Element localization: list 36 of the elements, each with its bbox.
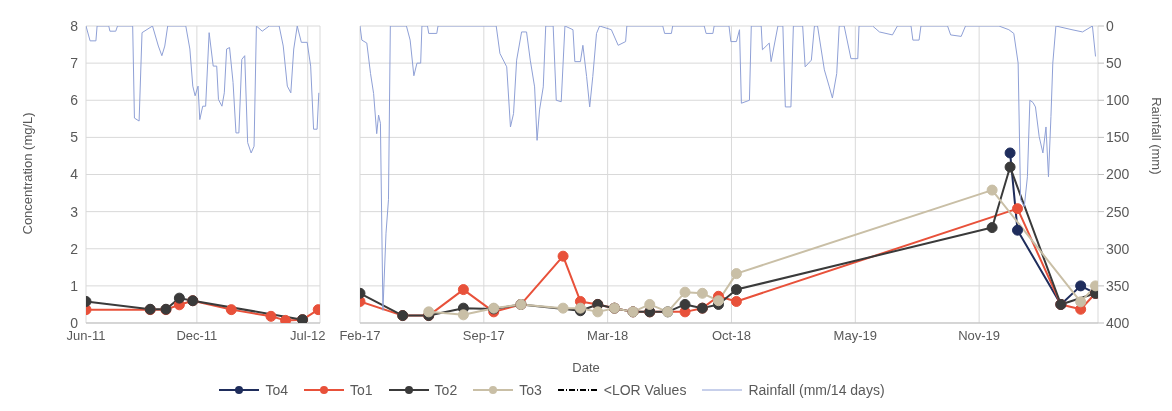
x-tick-label: Dec-11 [176,328,218,344]
y2-tick-label: 150 [1106,129,1130,146]
y-tick-label: 6 [70,92,79,109]
x-tick-label: Mar-18 [587,328,629,344]
x-tick-label: Sep-17 [462,328,505,344]
x-tick-label: Oct-18 [711,328,751,344]
x-tick-label: Feb-17 [339,328,381,344]
y2-tick-label: 250 [1106,203,1130,220]
x-tick-label: Jun-11 [66,328,106,344]
y-tick-label: 3 [70,203,79,220]
y2-tick-label: 400 [1106,314,1130,331]
legend-label: To1 [350,382,373,398]
x-tick-label: Jul-12 [290,328,326,344]
legend-label: <LOR Values [603,382,687,398]
y-tick-label: 2 [70,240,79,257]
y2-tick-label: 0 [1106,17,1114,34]
legend-label: To4 [265,382,289,398]
y2-axis-title: Rainfall (mm) [1149,97,1165,175]
x-tick-label: May-19 [833,328,877,344]
y2-tick-label: 50 [1106,55,1122,72]
y2-tick-label: 350 [1106,277,1130,294]
x-axis-title: Date [571,360,601,375]
y-tick-label: 4 [70,166,79,183]
y-tick-label: 0 [70,314,79,331]
x-tick-label: Nov-19 [958,328,1001,344]
y2-tick-label: 300 [1106,240,1130,257]
y-tick-label: 8 [70,17,79,34]
y-tick-label: 1 [70,277,79,294]
legend-label: To2 [434,382,458,398]
legend-label: To3 [519,382,542,398]
legend-label: Rainfall (mm/14 days) [748,382,885,398]
y-tick-label: 5 [70,129,79,146]
y2-tick-label: 200 [1106,166,1130,183]
y-axis-title: Concentration (mg/L) [19,112,35,235]
y2-tick-label: 100 [1106,92,1130,109]
y-tick-label: 7 [70,55,79,72]
